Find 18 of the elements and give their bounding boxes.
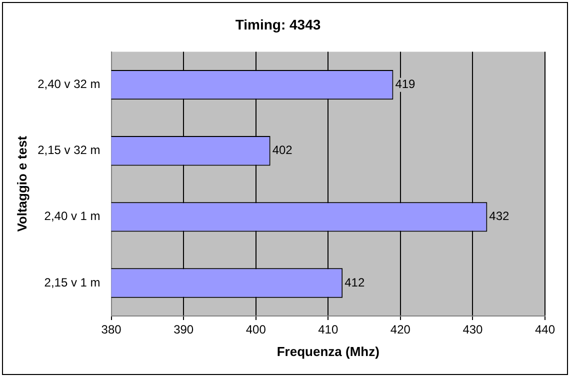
data-label: 402: [272, 143, 293, 158]
data-label: 419: [395, 77, 416, 92]
y-tick-label: 2,15 v 1 m: [44, 275, 100, 290]
data-label: 432: [489, 209, 510, 224]
x-tick-label: 420: [390, 322, 411, 337]
y-axis-title: Voltaggio e test: [14, 135, 30, 232]
y-tick-label: 2,40 v 32 m: [38, 77, 100, 92]
data-label: 412: [344, 275, 365, 290]
x-tick-label: 410: [318, 322, 338, 337]
x-tick-label: 390: [174, 322, 194, 337]
x-tick-label: 400: [246, 322, 266, 337]
x-axis-title: Frequenza (Mhz): [276, 344, 380, 359]
x-tick-label: 430: [462, 322, 484, 337]
y-tick-label: 2,15 v 32 m: [38, 143, 100, 158]
x-tick-label: 440: [534, 322, 556, 337]
y-tick-label: 2,40 v 1 m: [44, 209, 100, 224]
x-tick-label: 380: [101, 322, 122, 337]
chart-title: Timing: 4343: [235, 16, 321, 32]
